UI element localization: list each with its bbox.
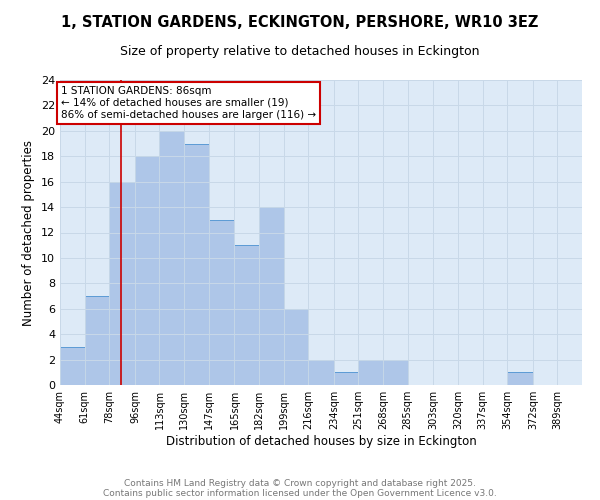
Bar	[507, 372, 533, 385]
Bar	[334, 372, 358, 385]
Text: Contains HM Land Registry data © Crown copyright and database right 2025.: Contains HM Land Registry data © Crown c…	[124, 478, 476, 488]
Text: 1, STATION GARDENS, ECKINGTON, PERSHORE, WR10 3EZ: 1, STATION GARDENS, ECKINGTON, PERSHORE,…	[61, 15, 539, 30]
Bar	[60, 347, 85, 385]
Bar	[109, 182, 135, 385]
Bar	[235, 245, 259, 385]
Bar	[308, 360, 334, 385]
Bar	[160, 131, 184, 385]
Text: 1 STATION GARDENS: 86sqm
← 14% of detached houses are smaller (19)
86% of semi-d: 1 STATION GARDENS: 86sqm ← 14% of detach…	[61, 86, 316, 120]
Bar	[259, 207, 284, 385]
Bar	[209, 220, 235, 385]
Bar	[358, 360, 383, 385]
X-axis label: Distribution of detached houses by size in Eckington: Distribution of detached houses by size …	[166, 435, 476, 448]
Bar	[184, 144, 209, 385]
Bar	[383, 360, 407, 385]
Y-axis label: Number of detached properties: Number of detached properties	[22, 140, 35, 326]
Text: Contains public sector information licensed under the Open Government Licence v3: Contains public sector information licen…	[103, 488, 497, 498]
Bar	[135, 156, 160, 385]
Bar	[284, 308, 308, 385]
Text: Size of property relative to detached houses in Eckington: Size of property relative to detached ho…	[120, 45, 480, 58]
Bar	[85, 296, 109, 385]
